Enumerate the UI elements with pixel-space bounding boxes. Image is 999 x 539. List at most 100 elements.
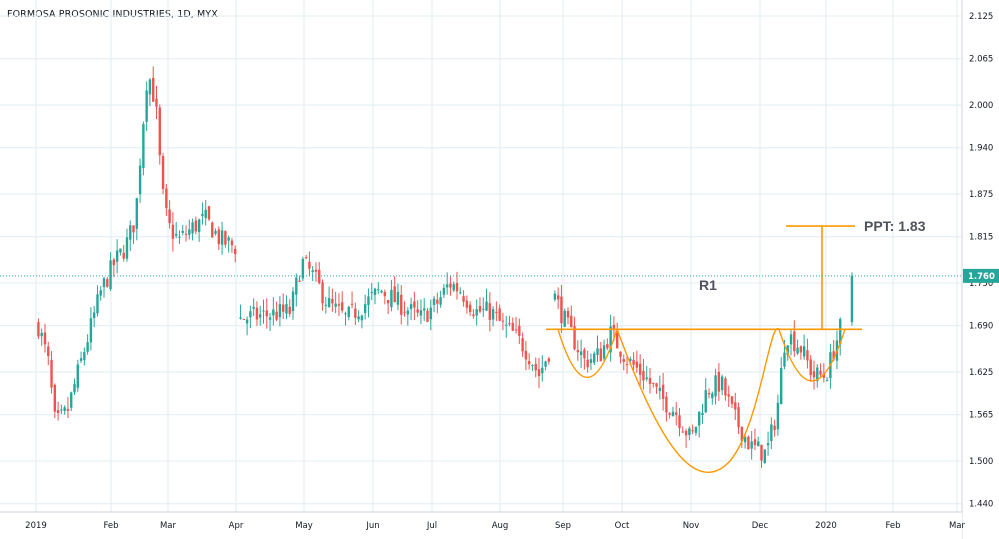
candle-body [541,367,544,374]
candle-body [573,326,576,350]
candle-body [727,394,730,397]
candle-body [396,291,400,305]
time-tick-label: 2019 [25,521,47,531]
candle-body [518,325,521,336]
time-tick-label: Nov [683,521,700,531]
candle-body [115,250,119,262]
candle-body [86,342,89,352]
candle-body [239,317,242,319]
candle-body [416,309,419,313]
left-shoulder-curve [557,329,618,378]
candle-body [66,408,70,411]
candle-body [429,307,432,320]
candle-body [763,449,766,464]
candle-body [697,411,701,426]
candle-body [184,233,188,235]
candle-body [740,426,744,442]
candle-body [174,233,178,236]
last-price-badge: 1.760 [963,268,999,283]
price-tick-label: 2.125 [969,12,993,22]
candle-body [478,306,482,312]
candle-body [449,283,452,288]
candle-body [301,258,305,279]
candle-body [245,319,249,324]
candle-body [655,383,658,387]
candle-body [298,280,301,282]
candle-body [102,278,106,288]
candle-body [419,310,423,316]
candle-body [475,309,478,316]
candle-body [482,308,485,310]
time-tick-label: Jul [426,521,437,531]
time-tick-label: Oct [615,521,630,531]
candle-body [83,352,86,361]
target-label: PPT: 1.83 [864,218,926,234]
time-tick-label: Mar [160,521,177,531]
candle-body [612,324,616,331]
candle-body [707,392,711,395]
candle-body [717,371,721,392]
candle-body [360,315,364,321]
candle-body [178,236,181,238]
candle-body [691,430,694,432]
candle-body [779,368,783,405]
candle-body [730,396,734,404]
candle-body [720,376,724,391]
candle-body [632,359,635,365]
candle-body [694,426,698,433]
candle-body [681,431,684,433]
candle-body [783,352,786,367]
time-axis-bg [0,512,962,539]
candle-body [586,359,589,368]
candle-body [135,198,139,229]
candle-body [406,310,410,315]
candle-body [615,328,619,349]
candle-body [207,206,211,220]
candle-body [776,402,780,430]
candle-body [291,291,295,312]
candle-body [799,346,803,353]
candle-body [809,359,812,376]
candle-body [262,310,265,312]
candle-body [304,257,308,259]
candle-body [357,316,360,320]
candle-body [106,279,109,287]
candle-body [354,308,357,318]
candle-body [201,213,204,216]
candle-body [832,351,835,360]
candle-body [665,396,668,413]
candle-body [452,284,455,291]
candle-body [211,222,214,238]
candle-body [142,124,145,169]
time-tick-label: Aug [492,521,509,531]
candle-body [570,315,573,328]
candle-body [576,350,580,353]
candle-body [596,348,599,355]
candle-body [678,415,681,429]
candle-body [508,323,511,325]
candle-body [400,294,403,315]
candle-body [684,431,688,436]
candle-body [442,287,446,295]
time-tick-label: May [295,521,313,531]
candle-body [495,311,498,313]
time-tick-label: Dec [752,521,769,531]
candle-body [812,371,816,378]
price-tick-label: 1.940 [969,144,993,154]
candle-body [367,296,370,306]
candle-body [432,298,436,305]
candle-body [148,79,152,95]
candle-body [602,345,606,359]
candle-body [409,304,413,309]
candle-body [73,383,76,393]
candle-body [197,219,201,232]
candle-body [786,345,789,355]
candle-body [459,292,462,294]
candle-body [331,298,334,304]
candle-body [537,369,541,377]
candle-body [553,293,557,300]
candle-body [531,365,534,367]
time-tick-label: Mar [949,521,966,531]
candle-body [403,311,406,313]
